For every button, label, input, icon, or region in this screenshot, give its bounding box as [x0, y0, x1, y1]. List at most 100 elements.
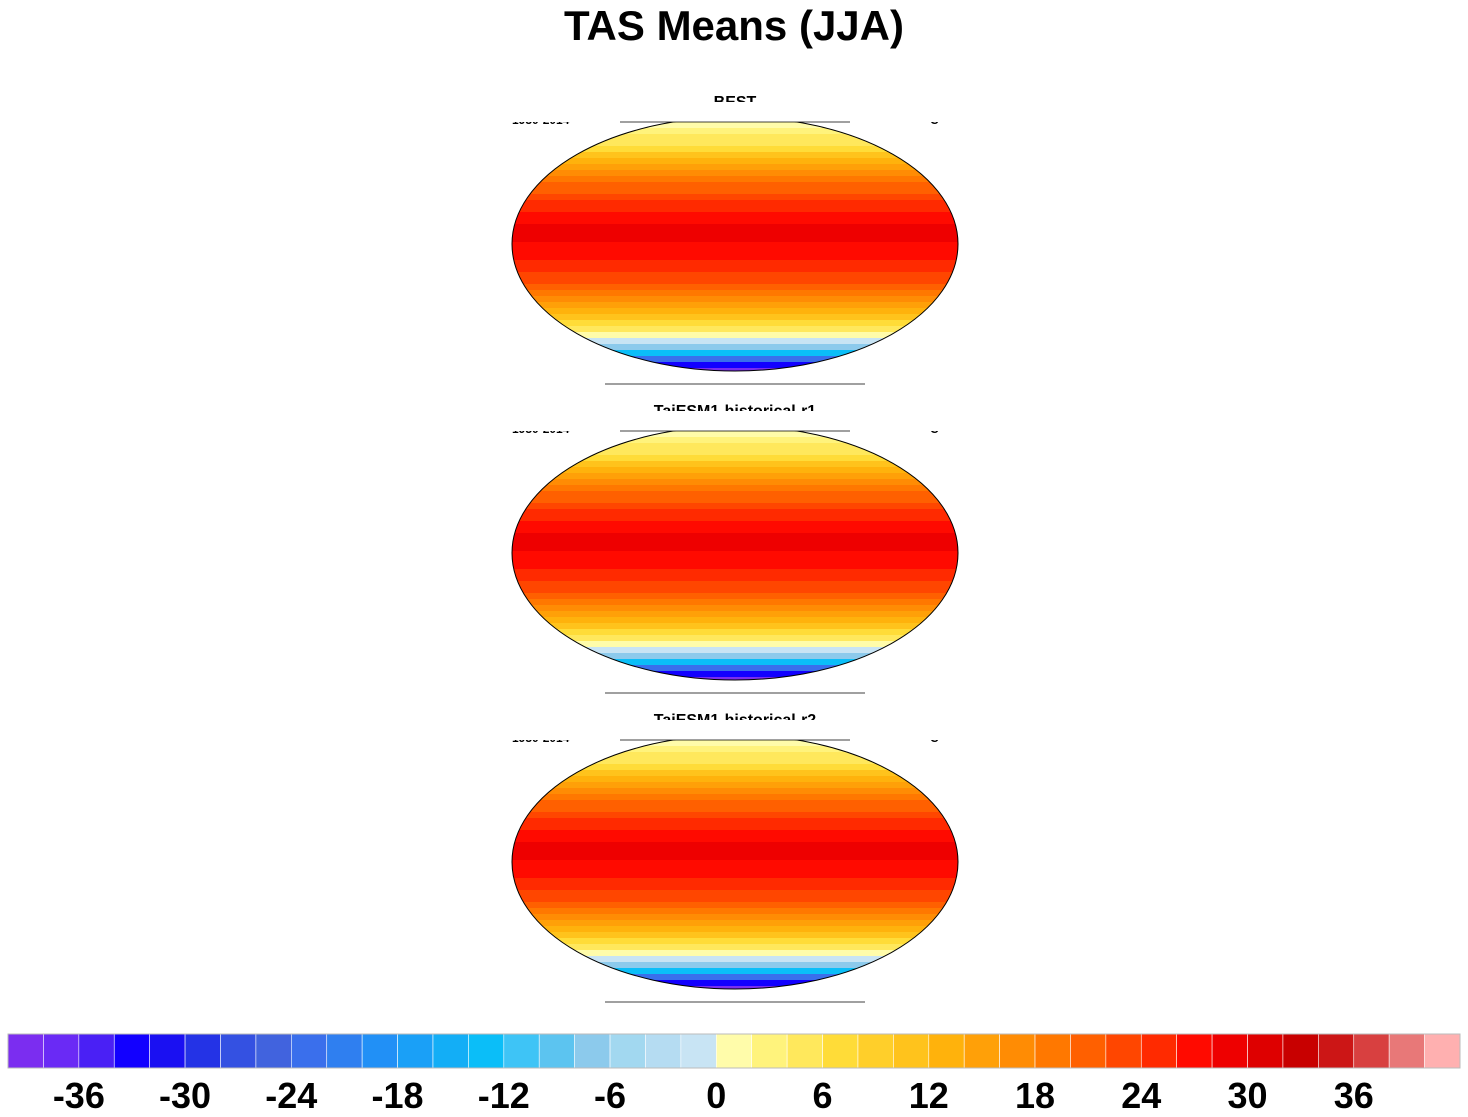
temperature-band [500, 683, 970, 690]
temperature-band [512, 521, 958, 528]
temperature-band [512, 629, 958, 636]
temperature-band [512, 194, 958, 201]
temperature-band [512, 533, 958, 540]
temperature-band [512, 479, 958, 486]
colorbar-swatch [574, 1033, 611, 1069]
map-bottom-cut [500, 384, 970, 402]
colorbar-swatch [786, 1033, 823, 1069]
temperature-field [512, 122, 958, 371]
colorbar-swatch [361, 1033, 398, 1069]
temperature-band [512, 962, 958, 969]
colorbar-swatch [1318, 1033, 1355, 1069]
map-top-cut [500, 720, 970, 740]
temperature-map [500, 411, 970, 711]
temperature-band [512, 782, 958, 789]
temperature-band [512, 455, 958, 462]
colorbar-tick-label: 0 [706, 1075, 726, 1116]
temperature-band [512, 563, 958, 570]
temperature-band [512, 449, 958, 456]
temperature-band [512, 437, 958, 444]
temperature-band [512, 467, 958, 474]
temperature-band [512, 158, 958, 165]
temperature-band [512, 944, 958, 951]
temperature-band [512, 254, 958, 261]
colorbar-tick-label: -18 [372, 1075, 424, 1116]
temperature-band [512, 206, 958, 213]
temperature-band [512, 872, 958, 879]
temperature-band [512, 212, 958, 219]
colorbar-swatch [291, 1033, 328, 1069]
colorbar-tick-label: -24 [265, 1075, 317, 1116]
colorbar-swatch [149, 1033, 186, 1069]
temperature-band [512, 926, 958, 933]
temperature-band [512, 326, 958, 333]
temperature-band [512, 266, 958, 273]
colorbar-swatch [1070, 1033, 1107, 1069]
colorbar-tick-label: 30 [1227, 1075, 1267, 1116]
temperature-band [512, 623, 958, 630]
temperature-band [512, 224, 958, 231]
colorbar-tick-label: -30 [159, 1075, 211, 1116]
colorbar-frame [7, 1033, 1461, 1069]
colorbar-swatch [928, 1033, 965, 1069]
temperature-band [512, 968, 958, 975]
temperature-band [512, 320, 958, 327]
temperature-band [512, 344, 958, 351]
colorbar-swatch [7, 1033, 44, 1069]
temperature-band [512, 356, 958, 363]
colorbar-swatch [1282, 1033, 1319, 1069]
temperature-band [512, 461, 958, 468]
temperature-band [512, 800, 958, 807]
temperature-band [512, 836, 958, 843]
temperature-band [512, 980, 958, 987]
colorbar-swatch [893, 1033, 930, 1069]
temperature-map [500, 102, 970, 402]
temperature-band [512, 854, 958, 861]
colorbar-swatch [609, 1033, 646, 1069]
map-bottom-cut [500, 693, 970, 711]
colorbar-tick-label: 18 [1015, 1075, 1055, 1116]
temperature-band [512, 866, 958, 873]
temperature-band [512, 557, 958, 564]
temperature-band [512, 950, 958, 957]
colorbar-swatch [715, 1033, 753, 1069]
colorbar-swatch [963, 1033, 1000, 1069]
temperature-band [512, 587, 958, 594]
temperature-band [512, 164, 958, 171]
temperature-band [512, 860, 958, 867]
temperature-band [512, 122, 958, 129]
temperature-band [512, 605, 958, 612]
temperature-field [500, 740, 970, 999]
temperature-band [512, 200, 958, 207]
temperature-band [500, 992, 970, 999]
colorbar-tick-label: -12 [478, 1075, 530, 1116]
map-bottom-cut [500, 1002, 970, 1020]
temperature-band [512, 338, 958, 345]
colorbar-swatch [680, 1033, 717, 1069]
temperature-band [512, 539, 958, 546]
temperature-band [512, 653, 958, 660]
temperature-band [512, 491, 958, 498]
colorbar-swatch [822, 1033, 859, 1069]
temperature-band [512, 665, 958, 672]
temperature-band [512, 485, 958, 492]
temperature-band [512, 920, 958, 927]
colorbar-swatch [78, 1033, 115, 1069]
temperature-band [512, 272, 958, 279]
temperature-band [512, 182, 958, 189]
temperature-band [512, 509, 958, 516]
temperature-band [512, 647, 958, 654]
colorbar-swatch [43, 1033, 80, 1069]
map-panel-taiesm1-r1: TaiESM1-historical-r1 1950-2014 C [500, 403, 970, 711]
temperature-band [512, 230, 958, 237]
colorbar-swatch [1388, 1033, 1425, 1069]
temperature-band [512, 788, 958, 795]
temperature-band [512, 884, 958, 891]
temperature-band [512, 908, 958, 915]
temperature-band [512, 938, 958, 945]
map-top-cut [500, 102, 970, 122]
temperature-band [512, 134, 958, 141]
colorbar-tick-label: -36 [53, 1075, 105, 1116]
temperature-band [512, 848, 958, 855]
temperature-band [512, 545, 958, 552]
